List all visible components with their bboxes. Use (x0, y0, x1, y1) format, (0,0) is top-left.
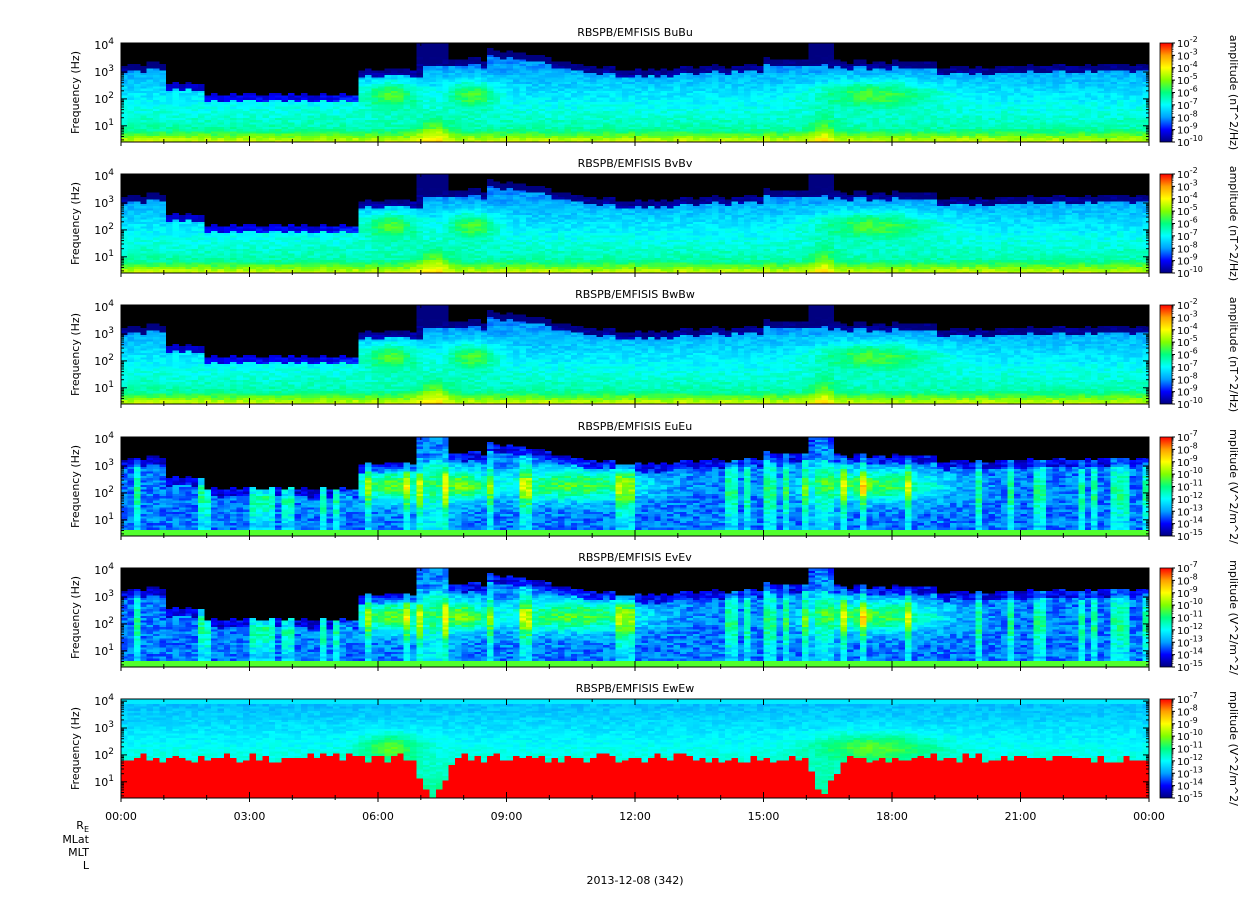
spectrogram-cells (121, 437, 1150, 537)
ephemeris-mlt-label: MLT (68, 846, 89, 859)
y-axis-label: Frequency (Hz) (69, 576, 82, 659)
colorbar (1160, 437, 1172, 536)
panel-title: RBSPB/EMFISIS BuBu (577, 26, 693, 39)
date-label: 2013-12-08 (342) (586, 874, 683, 887)
colorbar (1160, 174, 1172, 273)
y-tick-label: 103 (94, 720, 114, 735)
y-tick-label: 102 (94, 222, 114, 237)
spectrogram-panel: RBSPB/EMFISIS EwEw Frequency (Hz) 101 102 10… (69, 682, 1240, 806)
colorbar (1160, 43, 1172, 142)
y-axis-label: Frequency (Hz) (69, 707, 82, 790)
panel-title: RBSPB/EMFISIS EwEw (576, 682, 694, 695)
y-axis-label: Frequency (Hz) (69, 313, 82, 396)
x-tick-label: 06:00 (362, 810, 394, 823)
x-tick-label: 18:00 (876, 810, 908, 823)
x-tick-label: 15:00 (748, 810, 780, 823)
panel-title: RBSPB/EMFISIS EvEv (578, 551, 692, 564)
colorbar-label: amplitude (nT^2/Hz) (1227, 166, 1240, 281)
y-tick-label: 104 (94, 168, 114, 183)
colorbar (1160, 305, 1172, 404)
y-tick-label: 101 (94, 118, 114, 133)
y-tick-label: 104 (94, 299, 114, 314)
y-tick-label: 103 (94, 195, 114, 210)
y-tick-label: 101 (94, 774, 114, 789)
y-tick-label: 102 (94, 485, 114, 500)
y-axis-label: Frequency (Hz) (69, 182, 82, 265)
x-tick-label: 21:00 (1005, 810, 1037, 823)
colorbar (1160, 699, 1172, 798)
y-tick-label: 104 (94, 37, 114, 52)
colorbar (1160, 568, 1172, 667)
y-tick-label: 102 (94, 91, 114, 106)
y-tick-label: 102 (94, 616, 114, 631)
colorbar-label: mplitude (V^2/m^2/ (1227, 691, 1240, 806)
y-tick-label: 102 (94, 353, 114, 368)
y-tick-label: 104 (94, 693, 114, 708)
spectrogram-panel: RBSPB/EMFISIS BvBv Frequency (Hz) 101 102 10… (69, 157, 1240, 281)
spectrogram-cells (121, 174, 1150, 274)
colorbar-label: mplitude (V^2/m^2/ (1227, 560, 1240, 675)
y-tick-label: 101 (94, 512, 114, 527)
y-tick-label: 101 (94, 249, 114, 264)
colorbar-label: mplitude (V^2/m^2/ (1227, 429, 1240, 544)
panel-title: RBSPB/EMFISIS BwBw (575, 288, 695, 301)
y-tick-label: 103 (94, 326, 114, 341)
y-tick-label: 103 (94, 589, 114, 604)
y-tick-label: 103 (94, 458, 114, 473)
colorbar-label: amplitude (nT^2/Hz) (1227, 35, 1240, 150)
panel-title: RBSPB/EMFISIS BvBv (578, 157, 693, 170)
x-tick-label: 09:00 (491, 810, 523, 823)
x-tick-label: 00:00 (1133, 810, 1165, 823)
y-axis-label: Frequency (Hz) (69, 51, 82, 134)
ephemeris-mlat-label: MLat (62, 833, 89, 846)
spectrogram-panel: RBSPB/EMFISIS BuBu Frequency (Hz) 101 102 10… (69, 26, 1240, 150)
panel-title: RBSPB/EMFISIS EuEu (578, 420, 692, 433)
y-tick-label: 104 (94, 431, 114, 446)
spectrogram-panel: RBSPB/EMFISIS EuEu Frequency (Hz) 101 102 10… (69, 420, 1240, 544)
y-tick-label: 102 (94, 747, 114, 762)
ephemeris-re-label: RE (76, 819, 89, 834)
y-tick-label: 103 (94, 64, 114, 79)
spectrogram-panel: RBSPB/EMFISIS BwBw Frequency (Hz) 101 102 10… (69, 288, 1240, 412)
y-tick-label: 101 (94, 380, 114, 395)
y-axis-label: Frequency (Hz) (69, 445, 82, 528)
ephemeris-l-label: L (83, 859, 90, 872)
spectrogram-panel: RBSPB/EMFISIS EvEv Frequency (Hz) 101 102 10… (69, 551, 1240, 675)
x-tick-label: 03:00 (234, 810, 266, 823)
spectrogram-cells (121, 43, 1150, 143)
spectrogram-cells (121, 568, 1150, 668)
spectrogram-cells (121, 305, 1150, 405)
x-tick-label: 12:00 (619, 810, 651, 823)
x-tick-label: 00:00 (105, 810, 137, 823)
y-tick-label: 104 (94, 562, 114, 577)
spectrogram-cells (121, 699, 1150, 799)
colorbar-label: amplitude (nT^2/Hz) (1227, 297, 1240, 412)
y-tick-label: 101 (94, 643, 114, 658)
